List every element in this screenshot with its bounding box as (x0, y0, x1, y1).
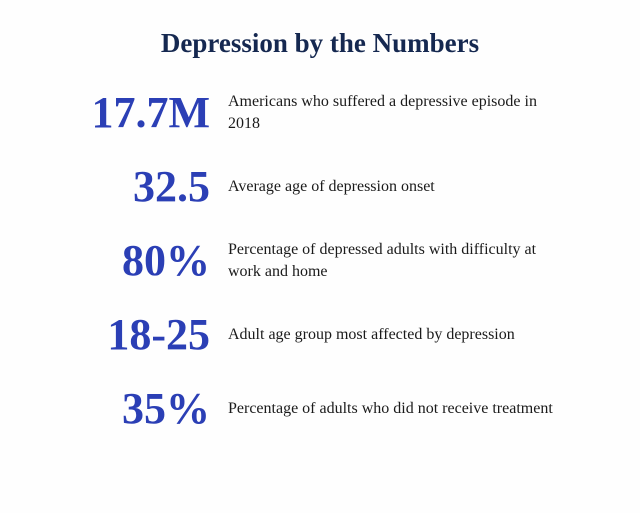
stat-value: 35% (30, 387, 210, 431)
stat-value: 80% (30, 239, 210, 283)
stat-description: Percentage of depressed adults with diff… (228, 239, 568, 282)
stats-container: 17.7M Americans who suffered a depressiv… (30, 91, 610, 431)
stat-row: 32.5 Average age of depression onset (30, 165, 610, 209)
stat-description: Percentage of adults who did not receive… (228, 398, 553, 420)
stat-row: 80% Percentage of depressed adults with … (30, 239, 610, 283)
stat-row: 35% Percentage of adults who did not rec… (30, 387, 610, 431)
stat-value: 18-25 (30, 313, 210, 357)
infographic-title: Depression by the Numbers (30, 28, 610, 59)
stat-row: 18-25 Adult age group most affected by d… (30, 313, 610, 357)
stat-description: Average age of depression onset (228, 176, 435, 198)
stat-row: 17.7M Americans who suffered a depressiv… (30, 91, 610, 135)
stat-value: 17.7M (30, 91, 210, 135)
stat-value: 32.5 (30, 165, 210, 209)
stat-description: Americans who suffered a depressive epis… (228, 91, 568, 134)
stat-description: Adult age group most affected by depress… (228, 324, 515, 346)
